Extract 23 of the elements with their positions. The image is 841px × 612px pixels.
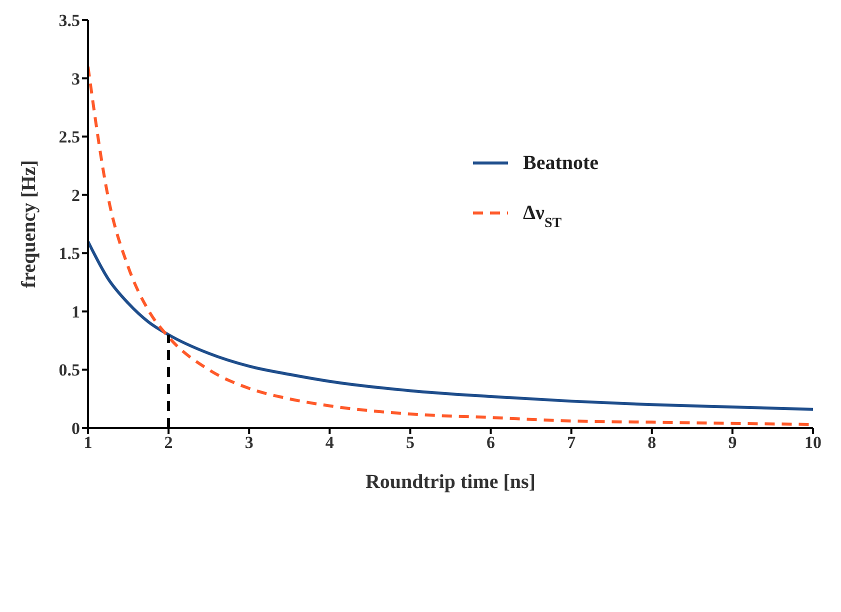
- x-tick-label: 3: [244, 433, 254, 452]
- x-tick-label: 9: [728, 433, 737, 452]
- x-tick-label: 4: [325, 433, 334, 452]
- y-tick-label: 3.5: [58, 11, 80, 30]
- y-axis-title: frequency [Hz]: [18, 160, 40, 288]
- legend-label: Beatnote: [523, 152, 599, 174]
- y-tick-label: 3: [72, 69, 80, 88]
- x-tick-label: 10: [804, 433, 822, 452]
- line-series: [88, 240, 813, 411]
- y-tick-label: 0.5: [58, 360, 80, 380]
- x-tick-label: 5: [406, 433, 414, 452]
- x-tick-label: 8: [648, 433, 656, 452]
- y-tick-label: 0: [72, 419, 80, 438]
- x-tick-label: 7: [567, 433, 576, 452]
- x-tick-label: 1: [84, 433, 92, 452]
- y-tick-label: 2: [72, 186, 80, 205]
- x-tick-label: 2: [164, 433, 173, 452]
- x-tick-label: 6: [486, 433, 496, 452]
- y-tick-label: 1: [72, 302, 80, 322]
- y-tick-label: 2.5: [58, 128, 80, 147]
- x-axis-title: Roundtrip time [ns]: [365, 471, 536, 493]
- legend-label: Δν$_{ST}$: [523, 202, 562, 230]
- y-tick-label: 1.5: [58, 244, 80, 264]
